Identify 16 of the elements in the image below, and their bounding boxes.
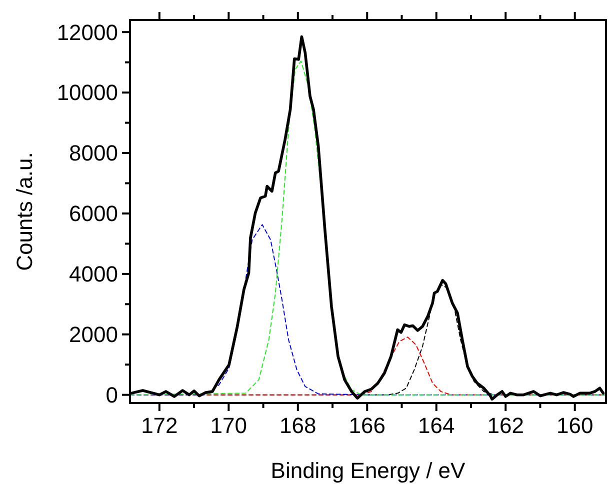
x-tick-label: 162 xyxy=(487,413,524,438)
y-tick-label: 2000 xyxy=(69,322,118,348)
x-tick-label: 160 xyxy=(556,413,594,438)
y-tick-label: 4000 xyxy=(69,262,118,287)
x-tick-label: 172 xyxy=(141,413,178,438)
y-tick-label: 10000 xyxy=(56,80,118,106)
x-axis-title: Binding Energy / eV xyxy=(270,458,466,483)
y-tick-label: 12000 xyxy=(56,20,118,45)
x-tick-label: 170 xyxy=(210,413,248,438)
y-tick-label: 0 xyxy=(106,382,118,408)
y-tick-label: 6000 xyxy=(69,201,118,226)
y-axis-title: Counts /a.u. xyxy=(12,152,37,271)
x-tick-label: 164 xyxy=(418,413,455,438)
x-tick-label: 166 xyxy=(348,413,386,438)
x-tick-label: 168 xyxy=(280,413,316,438)
y-tick-label: 8000 xyxy=(69,140,118,166)
